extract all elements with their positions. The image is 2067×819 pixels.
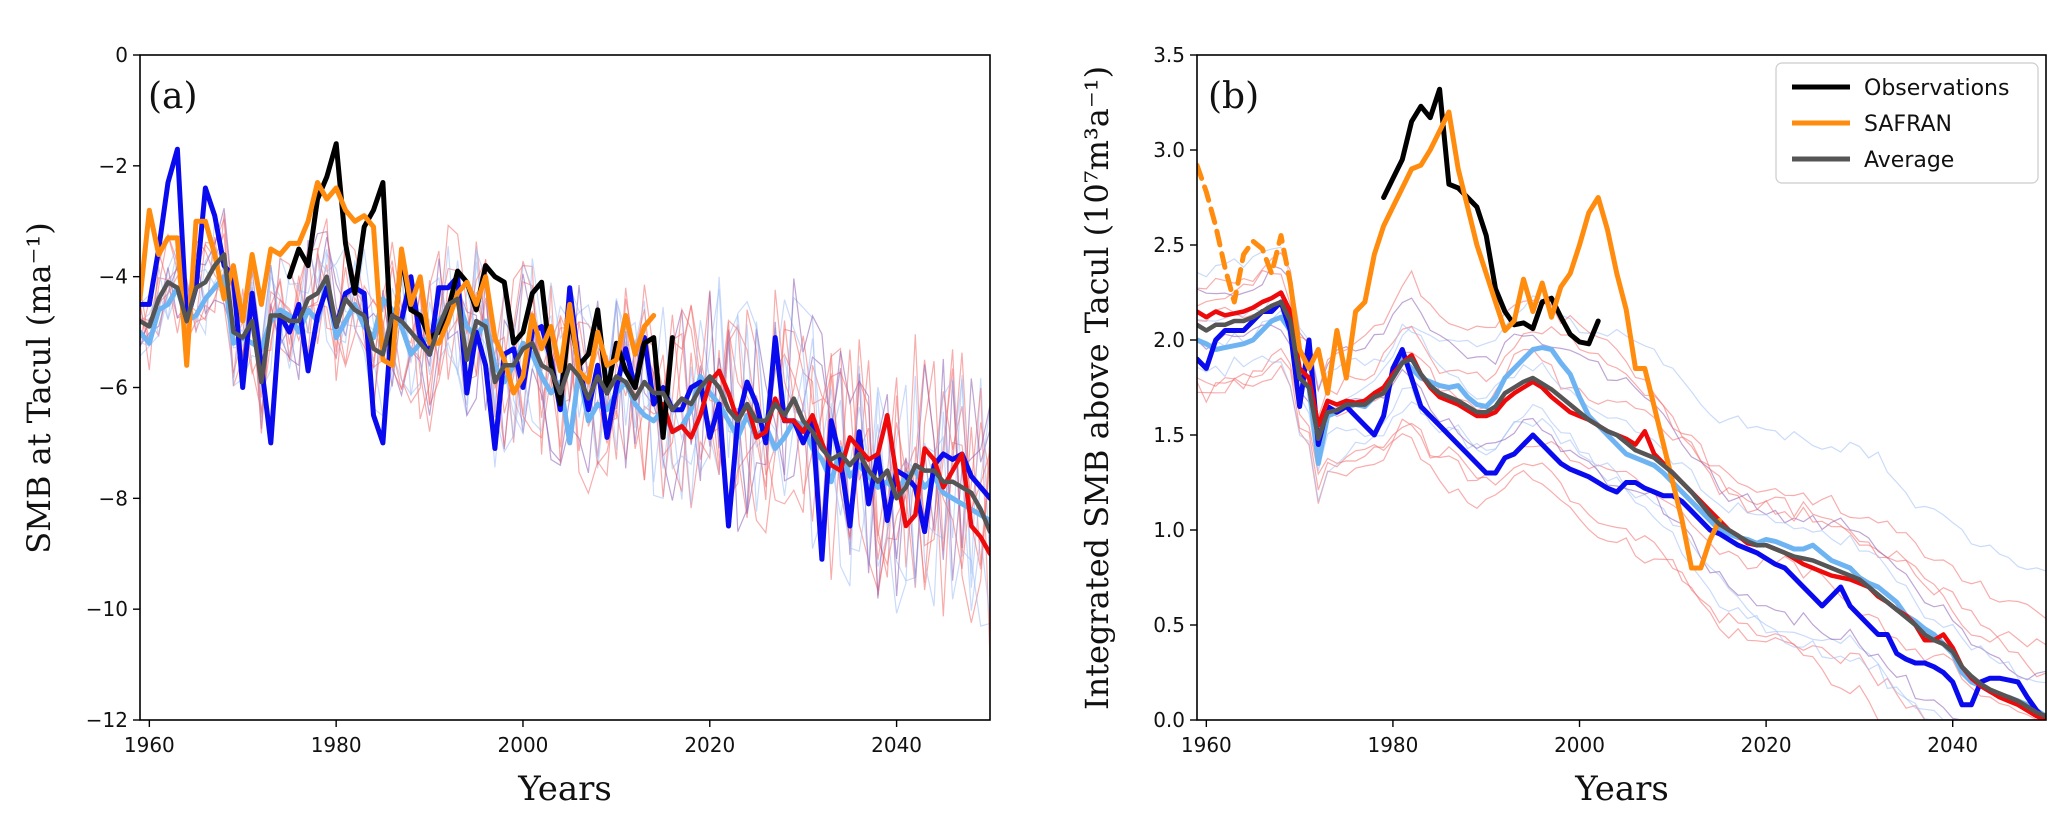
panel-b-series (1197, 86, 2046, 720)
panel-a-ytick-label: −2 (99, 154, 128, 178)
panel-a-series-average (140, 252, 990, 534)
panel-a-ytick-label: −12 (86, 708, 128, 732)
panel-b-ensemble-members (1197, 246, 2046, 720)
panel-b-frame (1196, 54, 2047, 721)
panel-a-xlabel: Years (517, 769, 612, 809)
legend-safran-label: SAFRAN (1864, 112, 1952, 137)
panel-a-ytick-label: −6 (99, 376, 128, 400)
panel-b-xtick-label: 2040 (1927, 733, 1978, 757)
panel-a-ylabel: SMB at Tacul (ma⁻¹) (20, 222, 58, 553)
panel-a-ytick-label: −8 (99, 486, 128, 510)
panel-b-series-safran (1287, 109, 1722, 571)
panel-a-ytick-label: −10 (86, 597, 128, 621)
panel-b-xtick-label: 2000 (1554, 733, 1605, 757)
panel-a-label: (a) (148, 76, 198, 117)
panel-b-ytick-label: 1.0 (1153, 518, 1185, 542)
panel-b-ytick-label: 1.5 (1153, 423, 1185, 447)
panel-b-xtick-label: 2020 (1741, 733, 1792, 757)
panel-b-ytick-label: 2.5 (1153, 233, 1185, 257)
panel-b-series-observations (1381, 86, 1601, 347)
panel-b-xtick-label: 1960 (1181, 733, 1232, 757)
panel-b-series-safran-dashed (1197, 162, 1293, 305)
panel-a-ytick-label: 0 (115, 43, 128, 67)
panel-b: 1960 1980 2000 2020 2040 0.0 0.5 1.0 1.5 2.0 2.5 3.… (1078, 43, 2047, 809)
legend-box (1775, 62, 2039, 184)
panel-a-xtick-label: 2020 (684, 733, 735, 757)
panel-a-series-safran (140, 180, 657, 396)
panel-a-series (140, 141, 990, 562)
panel-b-ensemble-line (1197, 364, 2046, 720)
panel-b-ticks: 1960 1980 2000 2020 2040 0.0 0.5 1.0 1.5 2.0 2.5 3.… (1153, 43, 1978, 757)
panel-b-xtick-label: 1980 (1367, 733, 1418, 757)
panel-b-ylabel: Integrated SMB above Tacul (10⁷m³a⁻¹) (1078, 66, 1116, 710)
panel-a-xtick-label: 1980 (311, 733, 362, 757)
panel-b-ensemble-line (1197, 357, 2046, 720)
panel-b-ytick-label: 0.0 (1153, 708, 1185, 732)
panel-b-ensemble-line (1197, 355, 2046, 720)
panel-b-ensemble-line (1197, 251, 2046, 648)
panel-b-series-red-simulation (1197, 290, 2046, 720)
panel-b-label: (b) (1208, 76, 1259, 117)
panel-a-ticks: 1960 1980 2000 2020 2040 −12 −10 −8 −6 −4 −2 0 (86, 43, 922, 757)
panel-b-ensemble-line (1197, 269, 2046, 620)
panel-a-ensemble-line (140, 219, 990, 619)
panel-b-ytick-label: 2.0 (1153, 328, 1185, 352)
panel-b-series-blue-simulation (1197, 299, 2046, 720)
panel-b-ensemble-line (1197, 300, 2046, 678)
panel-b-ensemble-line (1197, 309, 2046, 720)
panel-b-series-average (1197, 299, 2046, 719)
panel-b-ytick-label: 0.5 (1153, 613, 1185, 637)
panel-b-xlabel: Years (1574, 769, 1669, 809)
legend-observations-label: Observations (1864, 76, 2009, 101)
panel-a-ensemble-line (140, 230, 990, 599)
panel-a-series-light-blue-simulation (140, 274, 990, 523)
panel-a: 1960 1980 2000 2020 2040−12−10−8−6−4−20 (a) … (20, 43, 991, 809)
legend-average-label: Average (1864, 148, 1954, 173)
panel-b-ytick-label: 3.5 (1153, 43, 1185, 67)
panel-a-xtick-label: 2040 (871, 733, 922, 757)
panel-b-ensemble-line (1197, 246, 2046, 684)
panel-a-ytick-label: −4 (99, 265, 128, 289)
legend: Observations SAFRAN Average (1775, 62, 2039, 184)
panel-b-ytick-label: 3.0 (1153, 138, 1185, 162)
panel-a-xtick-label: 1960 (124, 733, 175, 757)
panel-a-xtick-label: 2000 (498, 733, 549, 757)
